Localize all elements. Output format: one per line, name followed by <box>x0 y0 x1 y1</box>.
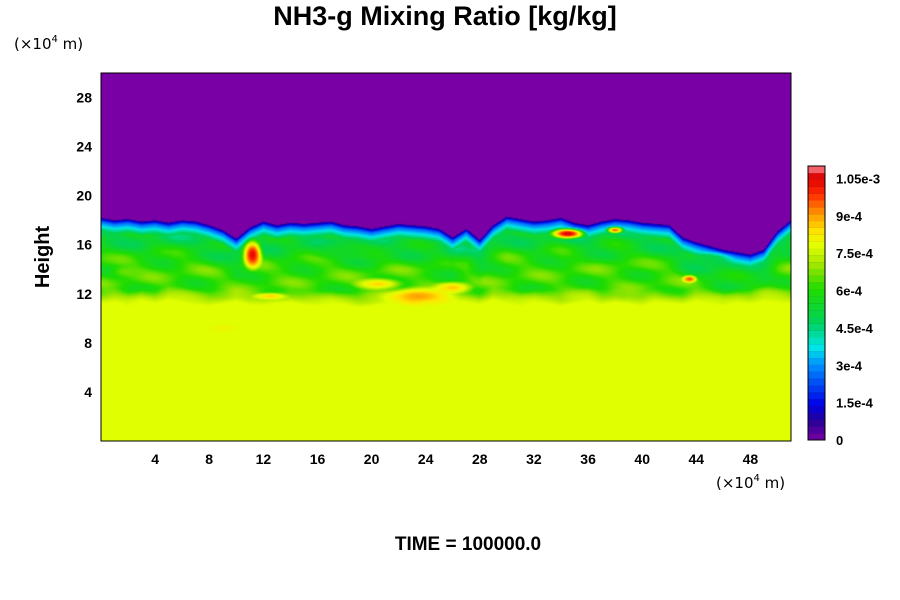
y-tick-label: 8 <box>84 335 92 351</box>
x-tick-label: 12 <box>256 451 272 467</box>
colorbar-band <box>808 166 825 174</box>
y-axis-ticks: 4 8 12 16 20 24 28 <box>76 90 92 400</box>
colorbar-band <box>808 255 825 263</box>
colorbar-band <box>808 398 825 407</box>
plot-frame <box>100 72 792 442</box>
x-axis-ticks: 4 8 12 16 20 24 28 32 36 40 44 48 <box>151 451 758 467</box>
x-tick-label: 20 <box>364 451 380 467</box>
x-tick-label: 36 <box>580 451 596 467</box>
colorbar-band <box>808 405 825 413</box>
colorbar-band <box>808 227 825 235</box>
colorbar-band <box>808 412 825 420</box>
colorbar-band <box>808 385 825 393</box>
y-tick-label: 28 <box>76 90 92 106</box>
colorbar-band <box>808 193 825 201</box>
colorbar-band <box>808 419 825 427</box>
colorbar-tick-label: 1.5e-4 <box>836 396 874 411</box>
colorbar-band <box>808 364 825 372</box>
colorbar-band <box>808 220 825 228</box>
y-tick-label: 12 <box>76 286 92 302</box>
colorbar-band <box>808 323 825 331</box>
colorbar-band <box>808 350 825 359</box>
colorbar-tick-label: 6e-4 <box>836 284 863 299</box>
colorbar-band <box>808 248 825 256</box>
y-axis-label: Height <box>32 226 54 289</box>
colorbar-band <box>808 207 825 215</box>
colorbar-band <box>808 392 825 400</box>
colorbar-band <box>808 268 825 276</box>
colorbar-tick-label: 7.5e-4 <box>836 246 874 261</box>
colorbar-band <box>808 234 825 242</box>
colorbar-band <box>808 282 825 290</box>
heatmap-plot-area <box>101 73 791 441</box>
colorbar-band <box>808 337 825 345</box>
x-tick-label: 48 <box>743 451 759 467</box>
x-tick-label: 24 <box>418 451 434 467</box>
colorbar-band <box>808 371 825 379</box>
colorbar-band <box>808 296 825 304</box>
colorbar-tick-label: 1.05e-3 <box>836 172 880 187</box>
colorbar-band <box>808 179 825 187</box>
x-tick-label: 32 <box>526 451 542 467</box>
y-tick-label: 4 <box>84 384 92 400</box>
y-axis-unit: (×104 m) <box>14 34 83 53</box>
heatmap-canvas <box>101 73 791 441</box>
y-tick-label: 20 <box>76 188 92 204</box>
colorbar-band <box>808 357 825 365</box>
colorbar-frame <box>807 165 826 441</box>
x-tick-label: 4 <box>151 451 159 467</box>
colorbar-band <box>808 433 825 441</box>
colorbar-ticks: 0 1.5e-4 3e-4 4.5e-4 6e-4 7.5e-4 9e-4 1.05e-3 <box>836 172 880 449</box>
x-tick-label: 28 <box>472 451 488 467</box>
colorbar-band <box>808 330 825 338</box>
x-tick-label: 16 <box>310 451 326 467</box>
colorbar-tick-label: 0 <box>836 433 843 448</box>
colorbar-band <box>808 200 825 208</box>
colorbar <box>807 165 826 441</box>
x-tick-label: 44 <box>689 451 705 467</box>
colorbar-band <box>808 378 825 386</box>
colorbar-band <box>808 316 825 324</box>
colorbar-band <box>808 275 825 283</box>
colorbar-band <box>808 241 825 249</box>
colorbar-tick-label: 3e-4 <box>836 358 863 373</box>
colorbar-band <box>808 261 825 270</box>
y-tick-label: 16 <box>76 237 92 253</box>
colorbar-band <box>808 426 825 434</box>
colorbar-tick-label: 9e-4 <box>836 209 863 224</box>
y-tick-label: 24 <box>76 139 92 155</box>
chart-title: NH3-g Mixing Ratio [kg/kg] <box>273 1 617 31</box>
time-label: TIME = 100000.0 <box>395 534 541 555</box>
colorbar-tick-label: 4.5e-4 <box>836 321 874 336</box>
colorbar-band <box>808 289 825 297</box>
colorbar-band <box>808 172 825 180</box>
x-tick-label: 40 <box>634 451 650 467</box>
colorbar-band <box>808 186 825 194</box>
x-axis-unit: (×104 m) <box>716 473 785 492</box>
colorbar-band <box>808 309 825 317</box>
colorbar-band <box>808 344 825 352</box>
x-tick-label: 8 <box>205 451 213 467</box>
colorbar-band <box>808 303 825 311</box>
colorbar-band <box>808 213 825 222</box>
